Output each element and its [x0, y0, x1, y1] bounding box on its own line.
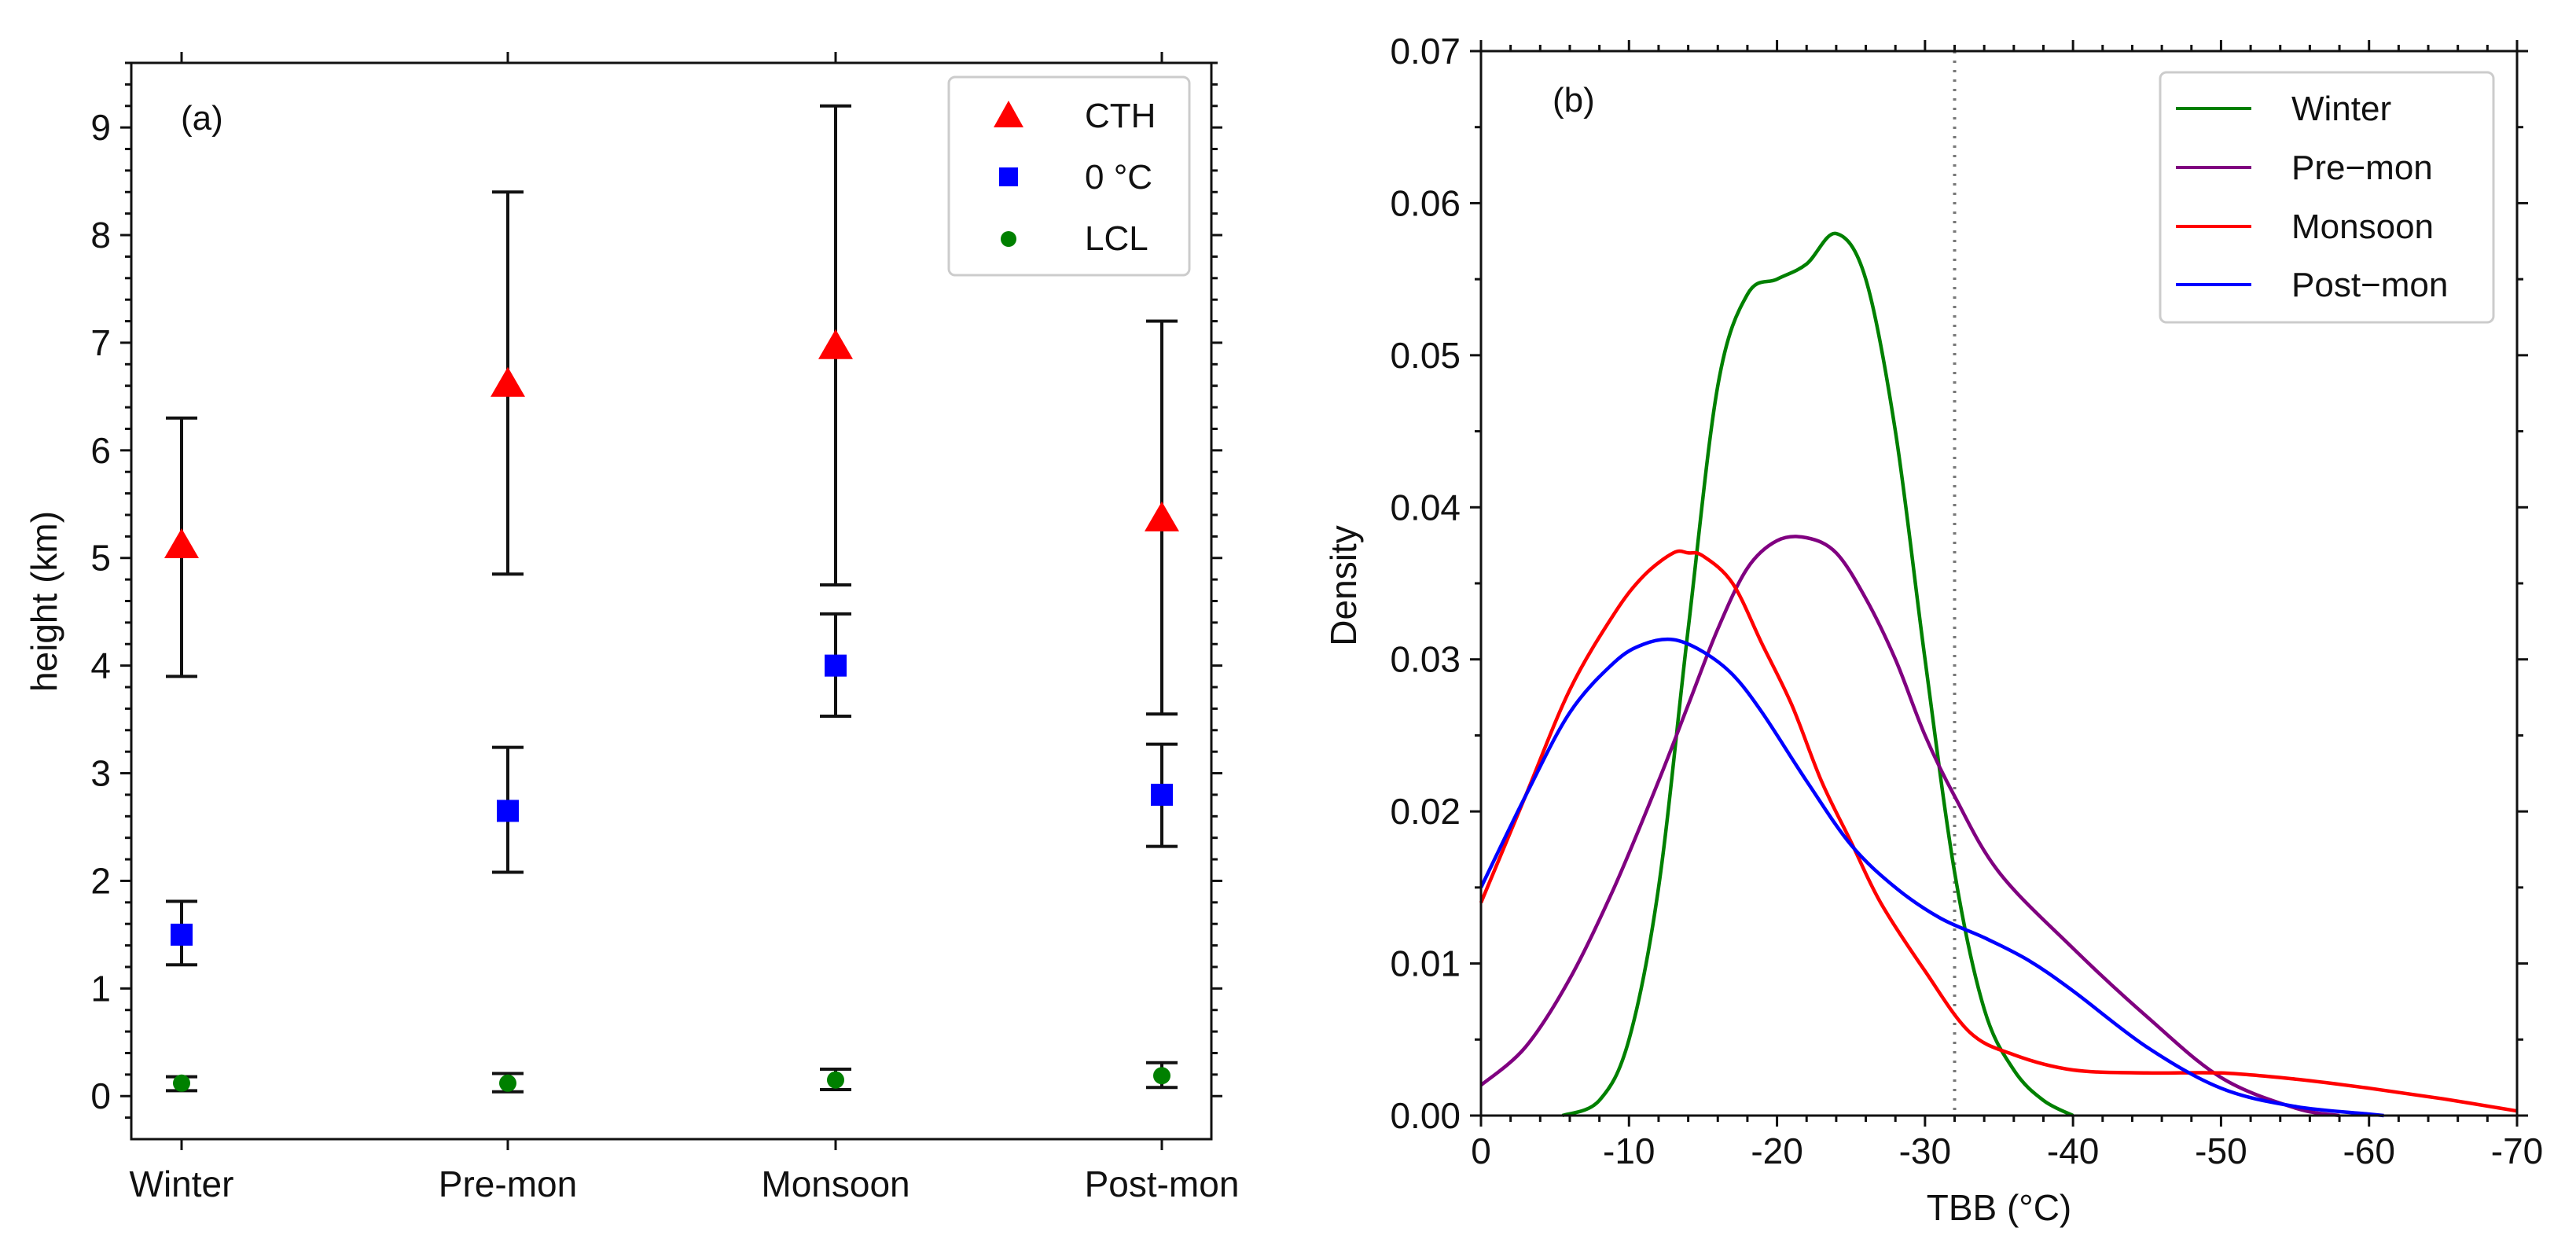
a-point-cth: [491, 366, 525, 397]
a-ytick-label: 1: [90, 968, 111, 1009]
b-xtick-label: 0: [1471, 1131, 1491, 1171]
b-curve-monsoon: [1479, 549, 2518, 1113]
a-ytick-label: 7: [90, 322, 111, 363]
legend-0c-marker: [999, 167, 1018, 186]
panel-b-marks: [1479, 51, 2518, 1118]
legend-winter-label: Winter: [2291, 90, 2391, 128]
panel-a-ylabel: height (km): [24, 511, 64, 692]
legend-monsoon-label: Monsoon: [2291, 208, 2434, 246]
legend-0c-label: 0 °C: [1085, 158, 1152, 197]
b-ytick-label: 0.05: [1390, 335, 1461, 376]
b-ytick-label: 0.02: [1390, 791, 1461, 832]
panel-b-density-chart: 0 -10 -20 -30 -40 -50 -60 -70 0.00 0.01 0.02 0.03 0.…: [1323, 31, 2543, 1228]
b-ytick-label: 0.03: [1390, 639, 1461, 680]
a-category-label: Post-mon: [1085, 1164, 1240, 1204]
a-ytick-label: 4: [90, 645, 111, 686]
b-curve-postmon: [1479, 637, 2384, 1118]
panel-b-label: (b): [1553, 81, 1595, 119]
a-point-cth: [818, 329, 853, 359]
panel-b-legend: Winter Pre−mon Monsoon Post−mon: [2159, 71, 2495, 324]
b-xtick-label: -60: [2343, 1131, 2394, 1171]
a-ytick-label: 2: [90, 860, 111, 901]
a-point-0c: [825, 654, 847, 677]
a-point-lcl: [499, 1074, 516, 1092]
b-ytick-label: 0.00: [1390, 1095, 1461, 1136]
panel-a-ticks: 0 1 2 3 4 5 6 7 8 9 Winter Pre-mon Monsoon Post-mon: [90, 52, 1239, 1204]
a-ytick-label: 3: [90, 753, 111, 794]
a-ytick-label: 9: [90, 107, 111, 148]
a-ytick-label: 8: [90, 215, 111, 256]
b-ytick-label: 0.04: [1390, 487, 1461, 528]
b-xtick-label: -40: [2047, 1131, 2099, 1171]
a-point-cth: [164, 528, 199, 559]
b-ytick-label: 0.06: [1390, 182, 1461, 223]
a-category-label: Monsoon: [761, 1164, 910, 1204]
legend-premon-label: Pre−mon: [2291, 149, 2433, 187]
a-ytick-label: 5: [90, 538, 111, 579]
b-xtick-label: -30: [1899, 1131, 1951, 1171]
legend-lcl-label: LCL: [1085, 219, 1148, 258]
panel-b-ticks: 0 -10 -20 -30 -40 -50 -60 -70 0.00 0.01 0.02 0.03 0.…: [1390, 31, 2543, 1171]
b-curve-premon: [1479, 535, 2340, 1118]
legend-postmon-label: Post−mon: [2291, 266, 2448, 304]
legend-cth-label: CTH: [1085, 97, 1156, 135]
a-point-0c: [171, 923, 193, 946]
legend-lcl-marker: [1001, 231, 1016, 247]
panel-a-label: (a): [181, 99, 223, 138]
a-category-label: Pre-mon: [439, 1164, 577, 1204]
panel-a-legend: CTH 0 °C LCL: [947, 75, 1191, 277]
a-point-0c: [1151, 783, 1173, 806]
a-ytick-label: 0: [90, 1075, 111, 1116]
b-xtick-label: -70: [2491, 1131, 2543, 1171]
panel-b-ylabel: Density: [1323, 525, 1364, 645]
a-ytick-label: 6: [90, 430, 111, 471]
b-ytick-label: 0.07: [1390, 31, 1461, 72]
b-xtick-label: -50: [2195, 1131, 2247, 1171]
panel-b-xlabel: TBB (°C): [1927, 1187, 2072, 1228]
b-xtick-label: -10: [1603, 1131, 1655, 1171]
a-point-cth: [1145, 501, 1179, 531]
panel-b-legend-box: [2159, 71, 2495, 324]
b-xtick-label: -20: [1751, 1131, 1802, 1171]
b-ytick-label: 0.01: [1390, 943, 1461, 984]
panel-a-height-chart: 0 1 2 3 4 5 6 7 8 9 Winter Pre-mon Monsoon Post-mon (…: [24, 52, 1239, 1204]
a-point-0c: [497, 800, 519, 822]
a-point-lcl: [827, 1071, 844, 1089]
a-point-lcl: [1153, 1067, 1170, 1085]
b-curve-winter: [1561, 231, 2074, 1118]
panel-a-marks: [164, 104, 1179, 1094]
legend-cth-marker: [994, 101, 1023, 127]
a-category-label: Winter: [130, 1164, 234, 1204]
a-point-lcl: [173, 1074, 190, 1092]
